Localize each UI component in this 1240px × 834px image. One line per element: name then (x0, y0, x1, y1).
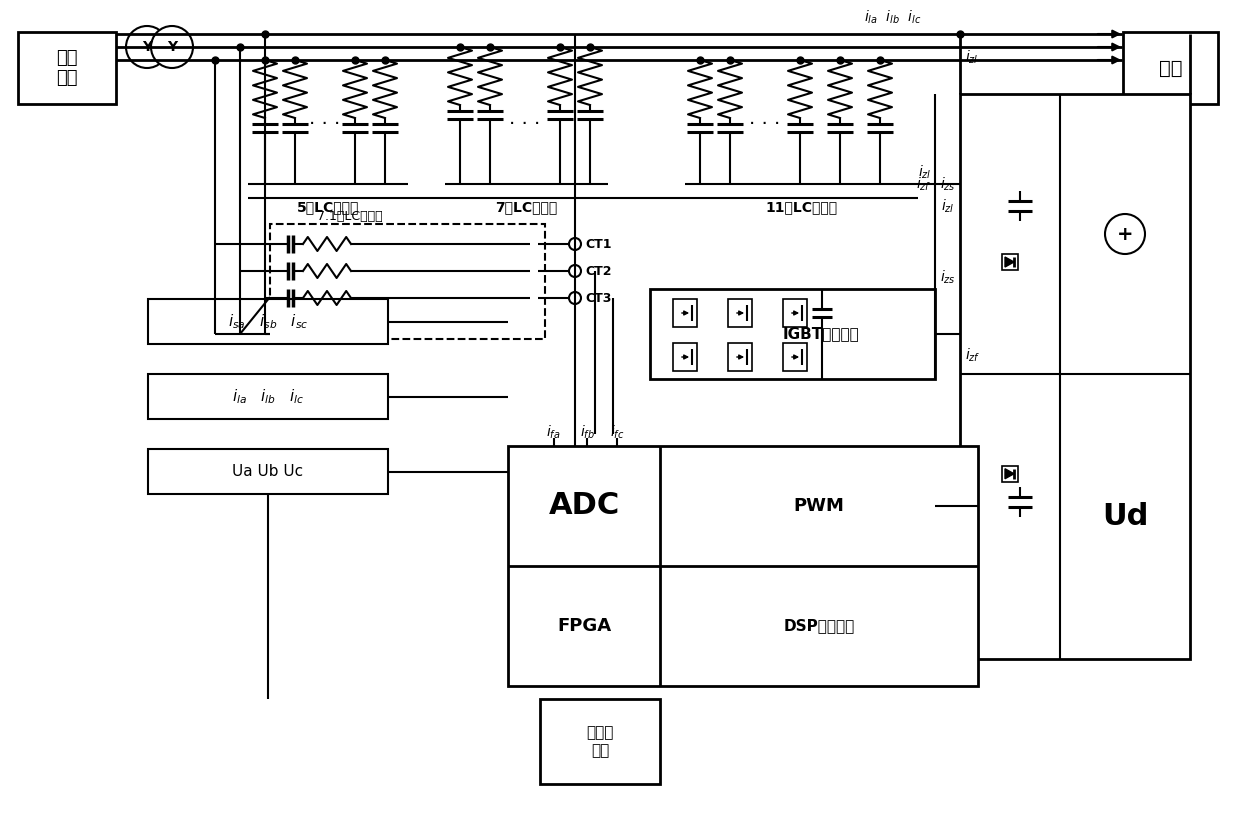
Circle shape (1105, 214, 1145, 254)
Text: 7次LC滤波器: 7次LC滤波器 (495, 200, 558, 214)
Bar (19, 32, 117, 104)
Text: 锁相环
电路: 锁相环 电路 (587, 726, 614, 758)
Text: $i_{zl}$: $i_{zl}$ (965, 49, 978, 67)
Text: $i_{fb}$: $i_{fb}$ (579, 424, 594, 441)
Text: 负荷: 负荷 (1158, 58, 1182, 78)
Text: 交流
电源: 交流 电源 (56, 48, 78, 88)
Text: $i_{zf}$: $i_{zf}$ (965, 347, 981, 364)
Text: $i_{la}$  $i_{lb}$  $i_{lc}$: $i_{la}$ $i_{lb}$ $i_{lc}$ (864, 8, 921, 26)
Text: Ua Ub Uc: Ua Ub Uc (232, 464, 304, 479)
Bar (728, 343, 751, 371)
Bar (728, 299, 751, 327)
Circle shape (151, 26, 193, 68)
Bar (148, 374, 388, 419)
Text: Y: Y (167, 40, 177, 54)
Text: $i_{fa}$: $i_{fa}$ (547, 424, 560, 441)
Text: 7.1次LC滤波器: 7.1次LC滤波器 (317, 209, 383, 223)
Text: · · ·: · · · (749, 114, 781, 133)
Text: $i_{zs}$: $i_{zs}$ (940, 175, 956, 193)
Bar (270, 224, 546, 339)
Polygon shape (1004, 469, 1014, 479)
Text: CT1: CT1 (585, 238, 611, 250)
Text: DSP控制电路: DSP控制电路 (784, 619, 854, 634)
Bar (960, 94, 1190, 659)
Bar (1123, 32, 1218, 104)
Text: FPGA: FPGA (557, 617, 611, 635)
Text: $i_{zs}$: $i_{zs}$ (940, 269, 956, 286)
Text: · · ·: · · · (309, 114, 341, 133)
Bar (1002, 465, 1018, 482)
Bar (782, 299, 807, 327)
Bar (148, 299, 388, 344)
Text: Y: Y (141, 40, 153, 54)
Text: 5次LC滤波器: 5次LC滤波器 (296, 200, 360, 214)
Text: PWM: PWM (794, 497, 844, 515)
Text: $i_{sa}$   $i_{sb}$   $i_{sc}$: $i_{sa}$ $i_{sb}$ $i_{sc}$ (228, 312, 309, 331)
Text: · · ·: · · · (510, 114, 541, 133)
Text: $i_{la}$   $i_{lb}$   $i_{lc}$: $i_{la}$ $i_{lb}$ $i_{lc}$ (232, 387, 304, 406)
Polygon shape (1004, 257, 1014, 267)
Circle shape (569, 265, 582, 277)
Circle shape (126, 26, 167, 68)
Bar (539, 699, 660, 784)
Text: CT2: CT2 (585, 264, 611, 278)
Text: CT3: CT3 (585, 292, 611, 304)
Text: IGBT驱动电路: IGBT驱动电路 (782, 326, 859, 341)
Bar (673, 343, 697, 371)
Bar (782, 343, 807, 371)
Text: $i_{zf}$: $i_{zf}$ (916, 176, 932, 193)
Text: $i_{fc}$: $i_{fc}$ (610, 424, 625, 441)
Circle shape (569, 292, 582, 304)
Text: 11次LC滤波器: 11次LC滤波器 (765, 200, 837, 214)
Text: $i_{zl}$: $i_{zl}$ (919, 163, 932, 181)
Bar (508, 446, 978, 686)
Bar (673, 299, 697, 327)
Circle shape (569, 238, 582, 250)
Bar (1002, 254, 1018, 270)
Bar (650, 289, 935, 379)
Text: Ud: Ud (1102, 502, 1148, 531)
Text: $i_{zl}$: $i_{zl}$ (941, 198, 955, 214)
Bar (148, 449, 388, 494)
Text: ADC: ADC (548, 491, 620, 520)
Text: +: + (1117, 224, 1133, 244)
